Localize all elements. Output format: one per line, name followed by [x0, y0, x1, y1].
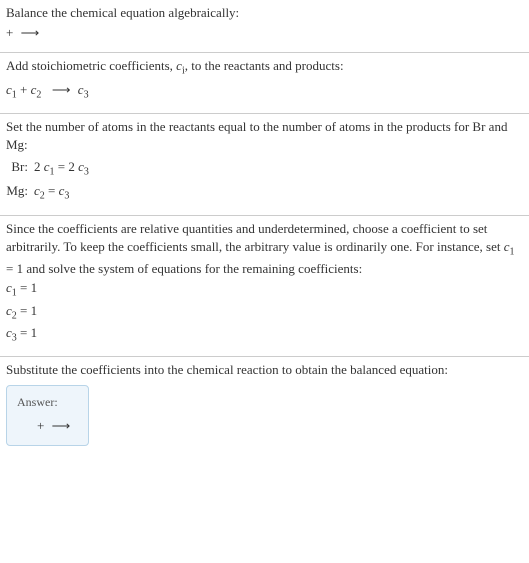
- answer-label: Answer:: [17, 394, 74, 411]
- balance-title: Balance the chemical equation algebraica…: [6, 4, 523, 22]
- plus-sign: +: [20, 82, 31, 97]
- c-var: c1: [44, 159, 55, 174]
- coef-line: c1 = 1: [6, 279, 523, 301]
- row-eq: 2 c1 = 2 c3: [34, 158, 95, 182]
- table-row: Mg: c2 = c3: [6, 182, 95, 206]
- c-sub: 3: [84, 167, 89, 178]
- c3-sub: 3: [84, 90, 89, 101]
- coef-list: c1 = 1 c2 = 1 c3 = 1: [6, 279, 523, 346]
- eq-sign: =: [45, 183, 59, 198]
- stoich-text-b: , to the reactants and products:: [185, 58, 344, 73]
- coef-line: c2 = 1: [6, 302, 523, 324]
- ci-var: ci: [176, 58, 185, 73]
- section-solve: Since the coefficients are relative quan…: [0, 216, 529, 356]
- arrow-icon: ⟶: [21, 24, 40, 42]
- eq-sign: =: [55, 159, 69, 174]
- c2-sub: 2: [36, 90, 41, 101]
- rhs-coef: 2: [68, 159, 78, 174]
- c-var: c2: [6, 303, 17, 318]
- atoms-intro: Set the number of atoms in the reactants…: [6, 118, 523, 154]
- c3-var: c3: [78, 82, 89, 97]
- c-rest: = 1: [17, 325, 37, 340]
- stoich-text-a: Add stoichiometric coefficients,: [6, 58, 176, 73]
- answer-eq: + ⟶: [17, 417, 74, 435]
- c1-var: c1: [6, 82, 17, 97]
- answer-box: Answer: + ⟶: [6, 385, 89, 446]
- answer-intro: Substitute the coefficients into the che…: [6, 361, 523, 379]
- atoms-table: Br: 2 c1 = 2 c3 Mg: c2 = c3: [6, 158, 95, 205]
- section-atoms: Set the number of atoms in the reactants…: [0, 114, 529, 216]
- section-balance: Balance the chemical equation algebraica…: [0, 0, 529, 52]
- c-var: c3: [59, 183, 70, 198]
- c-sub: 3: [64, 190, 69, 201]
- c1-var: c1: [504, 239, 515, 254]
- arrow-icon: ⟶: [52, 81, 71, 99]
- section-answer: Substitute the coefficients into the che…: [0, 357, 529, 456]
- c-rest: = 1: [17, 303, 37, 318]
- c-var: c3: [78, 159, 89, 174]
- plus-sign: +: [6, 25, 13, 40]
- c-var: c3: [6, 325, 17, 340]
- solve-text-a: Since the coefficients are relative quan…: [6, 221, 504, 254]
- stoich-intro: Add stoichiometric coefficients, ci, to …: [6, 57, 523, 79]
- row-eq: c2 = c3: [34, 182, 95, 206]
- balance-eq: + ⟶: [6, 24, 523, 42]
- stoich-eq: c1 + c2 ⟶ c3: [6, 81, 523, 103]
- row-label: Br:: [6, 158, 34, 182]
- c-rest: = 1: [17, 280, 37, 295]
- solve-intro: Since the coefficients are relative quan…: [6, 220, 523, 278]
- lhs-coef: 2: [34, 159, 44, 174]
- c2-var: c2: [31, 82, 42, 97]
- row-label: Mg:: [6, 182, 34, 206]
- c-var: c1: [6, 280, 17, 295]
- plus-sign: +: [37, 418, 44, 433]
- c1-sub: 1: [12, 90, 17, 101]
- arrow-icon: ⟶: [52, 417, 71, 435]
- c1-sub: 1: [510, 247, 515, 258]
- coef-line: c3 = 1: [6, 324, 523, 346]
- section-stoich: Add stoichiometric coefficients, ci, to …: [0, 53, 529, 112]
- table-row: Br: 2 c1 = 2 c3: [6, 158, 95, 182]
- solve-text-b: = 1 and solve the system of equations fo…: [6, 261, 362, 276]
- c-var: c2: [34, 183, 45, 198]
